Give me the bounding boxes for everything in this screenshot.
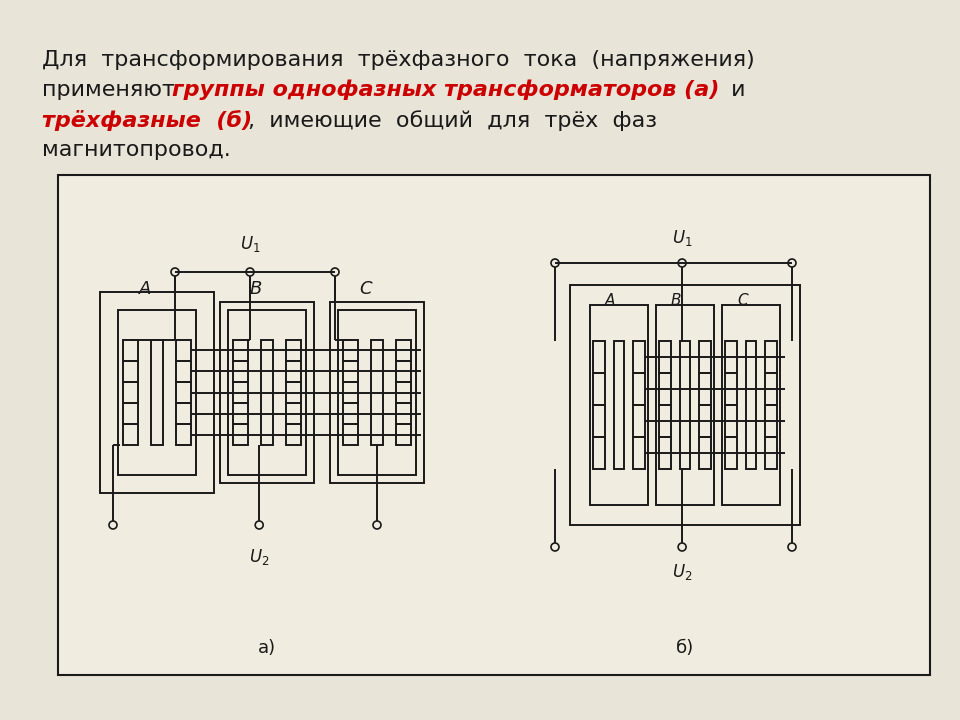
Bar (176, 403, 191, 424)
Bar (232, 403, 249, 424)
Text: и: и (724, 80, 746, 100)
Bar (232, 382, 249, 403)
Bar (176, 361, 191, 382)
Bar (123, 403, 138, 424)
Bar (765, 373, 777, 405)
Bar (699, 373, 710, 405)
Text: C: C (359, 280, 372, 298)
Text: $U_2$: $U_2$ (249, 547, 270, 567)
Bar (286, 340, 301, 361)
Bar (118, 310, 196, 475)
Bar (722, 305, 780, 505)
Bar (286, 403, 301, 424)
Bar (590, 305, 648, 505)
Bar (100, 292, 214, 493)
Bar (343, 340, 358, 361)
Bar (396, 382, 411, 403)
Bar (232, 424, 249, 445)
Bar (765, 437, 777, 469)
Bar (396, 403, 411, 424)
Bar (699, 341, 710, 373)
Text: трёхфазные  (б): трёхфазные (б) (42, 110, 252, 131)
Bar (593, 405, 605, 437)
Bar (746, 341, 756, 469)
Bar (660, 341, 671, 373)
Bar (176, 340, 191, 361)
Bar (656, 305, 714, 505)
Bar (633, 341, 644, 373)
Bar (286, 424, 301, 445)
Text: A: A (139, 280, 152, 298)
Bar (660, 437, 671, 469)
Text: B: B (671, 293, 682, 308)
Bar (123, 361, 138, 382)
Bar (396, 340, 411, 361)
Text: магнитопровод.: магнитопровод. (42, 140, 230, 160)
Bar (396, 361, 411, 382)
Text: $U_2$: $U_2$ (672, 562, 692, 582)
Bar (123, 424, 138, 445)
Text: б): б) (676, 639, 694, 657)
Bar (593, 437, 605, 469)
Bar (58, 175, 930, 675)
Bar (614, 341, 624, 469)
Text: A: A (605, 293, 615, 308)
Bar (343, 382, 358, 403)
Bar (726, 405, 737, 437)
Bar (593, 373, 605, 405)
Bar (660, 405, 671, 437)
Bar (371, 340, 383, 445)
Text: B: B (249, 280, 261, 298)
Bar (151, 340, 163, 445)
Text: Для  трансформирования  трёхфазного  тока  (напряжения): Для трансформирования трёхфазного тока (… (42, 50, 755, 70)
Bar (343, 361, 358, 382)
Bar (343, 403, 358, 424)
Text: C: C (737, 293, 748, 308)
Bar (570, 285, 800, 525)
Bar (765, 341, 777, 373)
Bar (633, 405, 644, 437)
Bar (343, 424, 358, 445)
Bar (286, 361, 301, 382)
Bar (232, 361, 249, 382)
Bar (660, 373, 671, 405)
Bar (699, 405, 710, 437)
Bar (176, 382, 191, 403)
Bar (593, 341, 605, 373)
Bar (220, 302, 314, 483)
Bar (123, 340, 138, 361)
Bar (261, 340, 274, 445)
Bar (633, 373, 644, 405)
Text: ,  имеющие  общий  для  трёх  фаз: , имеющие общий для трёх фаз (248, 110, 658, 131)
Bar (396, 424, 411, 445)
Bar (330, 302, 424, 483)
Bar (726, 437, 737, 469)
Text: а): а) (258, 639, 276, 657)
Text: применяют: применяют (42, 80, 182, 100)
Text: группы однофазных трансформаторов (а): группы однофазных трансформаторов (а) (172, 80, 719, 101)
Bar (123, 382, 138, 403)
Bar (228, 310, 306, 475)
Text: $U_1$: $U_1$ (672, 228, 692, 248)
Bar (232, 340, 249, 361)
Bar (699, 437, 710, 469)
Bar (338, 310, 416, 475)
Bar (726, 373, 737, 405)
Bar (726, 341, 737, 373)
Bar (286, 382, 301, 403)
Text: $U_1$: $U_1$ (240, 234, 260, 254)
Bar (681, 341, 689, 469)
Bar (765, 405, 777, 437)
Bar (633, 437, 644, 469)
Bar (176, 424, 191, 445)
